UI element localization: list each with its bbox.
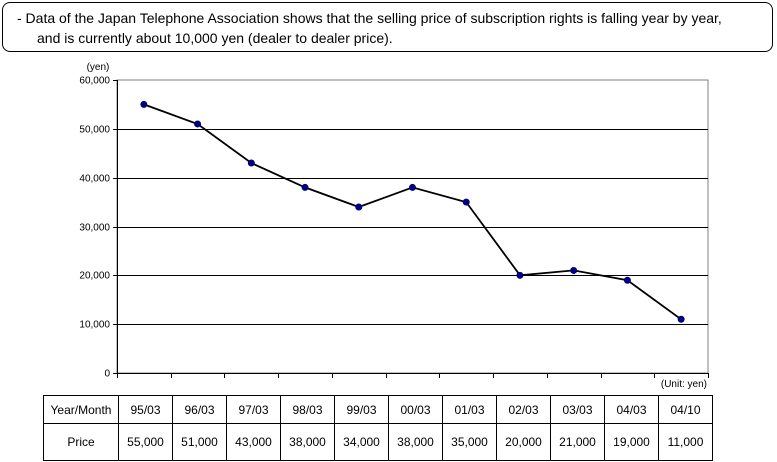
- note-box: - Data of the Japan Telephone Associatio…: [2, 2, 773, 52]
- data-point: [355, 203, 363, 211]
- note-line-1: - Data of the Japan Telephone Associatio…: [17, 10, 722, 26]
- table-cell-price: 35,000: [442, 423, 497, 461]
- y-tick-label: 20,000: [79, 271, 110, 282]
- table-cell-year-month: 98/03: [280, 395, 335, 424]
- y-axis-label: (yen): [87, 62, 110, 73]
- table-cell-price: 19,000: [604, 423, 659, 461]
- plot-area: [116, 79, 709, 374]
- table-cell-price: 43,000: [226, 423, 281, 461]
- table-cell-price: 55,000: [118, 423, 173, 461]
- y-tick-label: 0: [104, 369, 110, 380]
- table-cell-price: 51,000: [172, 423, 227, 461]
- table-cell-year-month: 95/03: [118, 395, 173, 424]
- table-cell-year-month: 97/03: [226, 395, 281, 424]
- table-cell-price: 38,000: [388, 423, 443, 461]
- table-cell-price: 38,000: [280, 423, 335, 461]
- note-line-2: and is currently about 10,000 yen (deale…: [37, 30, 393, 46]
- data-point: [140, 100, 148, 108]
- data-point: [247, 159, 255, 167]
- table-cell-price: 20,000: [496, 423, 551, 461]
- table-cell-year-month: 04/03: [604, 395, 659, 424]
- table-header-year-month: Year/Month: [43, 395, 119, 424]
- y-tick-label: 30,000: [79, 223, 110, 234]
- y-tick-label: 10,000: [79, 320, 110, 331]
- table-cell-year-month: 02/03: [496, 395, 551, 424]
- data-point: [516, 271, 524, 279]
- data-table: Year/Month 95/03 96/03 97/03 98/03 99/03 00/0…: [43, 395, 713, 461]
- table-cell-price: 21,000: [550, 423, 605, 461]
- table-cell-price: 11,000: [658, 423, 713, 461]
- table-cell-year-month: 03/03: [550, 395, 605, 424]
- table-header-price: Price: [43, 423, 119, 461]
- data-point: [409, 183, 416, 191]
- data-point: [194, 120, 202, 128]
- unit-note: (Unit: yen): [660, 379, 707, 390]
- data-point: [677, 315, 685, 323]
- table-cell-year-month: 00/03: [388, 395, 443, 424]
- table-cell-year-month: 96/03: [172, 395, 227, 424]
- data-point: [570, 266, 578, 274]
- data-point: [462, 198, 470, 206]
- table-cell-year-month: 01/03: [442, 395, 497, 424]
- table-row-price: Price 55,000 51,000 43,000 38,000 34,000 38,0…: [43, 423, 713, 461]
- y-tick-label: 40,000: [79, 174, 110, 185]
- data-point: [623, 276, 631, 284]
- table-cell-price: 34,000: [334, 423, 389, 461]
- table-row-year-month: Year/Month 95/03 96/03 97/03 98/03 99/03 00/0…: [43, 395, 713, 424]
- table-cell-year-month: 99/03: [334, 395, 389, 424]
- y-tick-label: 60,000: [79, 76, 110, 87]
- y-tick-label: 50,000: [79, 125, 110, 136]
- data-point: [301, 183, 309, 191]
- table-cell-year-month: 04/10: [658, 395, 713, 424]
